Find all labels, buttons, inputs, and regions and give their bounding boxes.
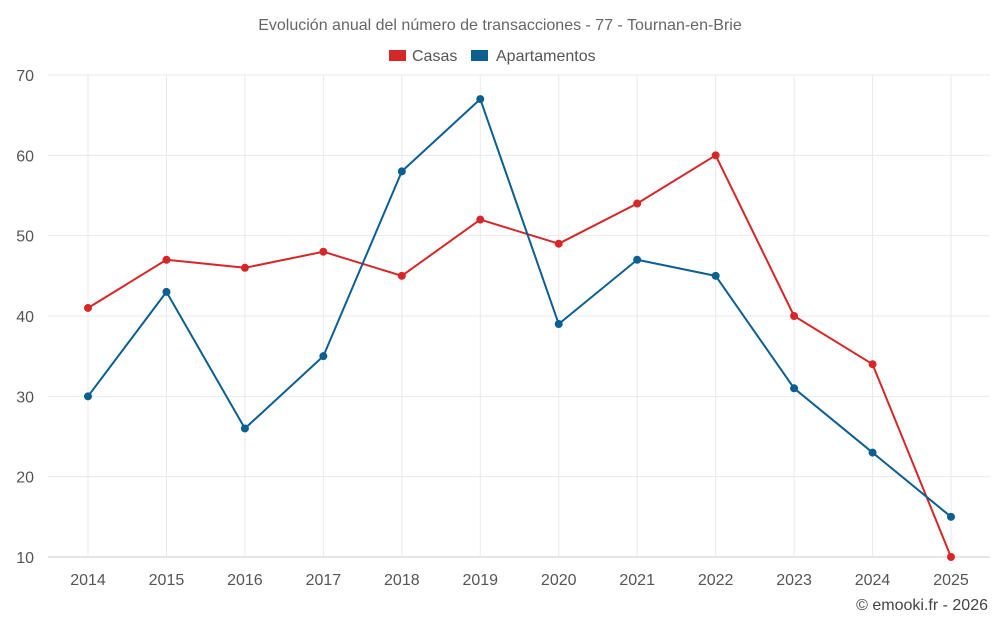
data-point-casas[interactable]: [476, 215, 485, 224]
data-point-casas[interactable]: [554, 239, 563, 248]
data-point-casas[interactable]: [397, 271, 406, 280]
data-point-apartamentos[interactable]: [711, 271, 720, 280]
data-point-apartamentos[interactable]: [868, 448, 877, 457]
y-tick-label: 20: [16, 470, 34, 487]
x-axis: 2014 2015 2016 2017 2018 2019 2020 2021 2022 2023…: [70, 572, 969, 589]
data-point-casas[interactable]: [711, 151, 720, 160]
x-tick-label: 2019: [462, 572, 498, 589]
y-tick-label: 40: [16, 309, 34, 326]
data-point-apartamentos[interactable]: [790, 384, 799, 393]
data-point-casas[interactable]: [84, 303, 92, 312]
x-tick-label: 2018: [384, 572, 420, 589]
data-point-apartamentos[interactable]: [397, 167, 406, 176]
data-point-apartamentos[interactable]: [162, 287, 171, 296]
legend-swatch-casas: [389, 50, 406, 61]
x-tick-label: 2015: [149, 572, 185, 589]
y-tick-label: 70: [16, 68, 34, 85]
data-point-casas[interactable]: [947, 553, 955, 561]
data-point-casas[interactable]: [162, 255, 171, 264]
y-tick-label: 50: [16, 229, 34, 246]
credit-text: © emooki.fr - 2026: [856, 597, 988, 614]
data-point-casas[interactable]: [790, 312, 799, 320]
data-point-casas[interactable]: [868, 360, 877, 369]
data-point-apartamentos[interactable]: [84, 392, 92, 401]
y-tick-label: 10: [16, 550, 34, 567]
data-point-apartamentos[interactable]: [319, 352, 328, 361]
legend: Casas Apartamentos: [389, 48, 596, 65]
y-axis: 10 20 30 40 50 60 70: [16, 68, 34, 567]
series-line-apartamentos: [87, 98, 952, 518]
data-point-apartamentos[interactable]: [947, 512, 955, 521]
y-tick-label: 30: [16, 389, 34, 406]
data-point-casas[interactable]: [319, 247, 328, 256]
y-tick-label: 60: [16, 148, 34, 165]
x-tick-label: 2022: [698, 572, 734, 589]
x-tick-label: 2025: [933, 572, 969, 589]
legend-swatch-apartamentos: [471, 50, 488, 61]
series: [84, 95, 955, 561]
legend-label-casas[interactable]: Casas: [412, 48, 457, 65]
data-point-apartamentos[interactable]: [554, 320, 563, 329]
x-tick-label: 2021: [619, 572, 655, 589]
x-tick-label: 2020: [541, 572, 577, 589]
x-tick-label: 2017: [306, 572, 342, 589]
x-tick-label: 2014: [70, 572, 106, 589]
data-point-apartamentos[interactable]: [476, 95, 485, 104]
data-point-apartamentos[interactable]: [240, 424, 249, 433]
x-tick-label: 2023: [776, 572, 812, 589]
legend-label-apartamentos[interactable]: Apartamentos: [496, 48, 596, 65]
series-line-casas: [87, 154, 952, 558]
data-point-casas[interactable]: [633, 199, 642, 208]
data-point-casas[interactable]: [240, 263, 249, 272]
data-point-apartamentos[interactable]: [633, 255, 642, 264]
x-tick-label: 2016: [227, 572, 263, 589]
grid: [48, 74, 990, 558]
chart-title: Evolución anual del número de transaccio…: [258, 17, 742, 34]
x-tick-label: 2024: [855, 572, 891, 589]
